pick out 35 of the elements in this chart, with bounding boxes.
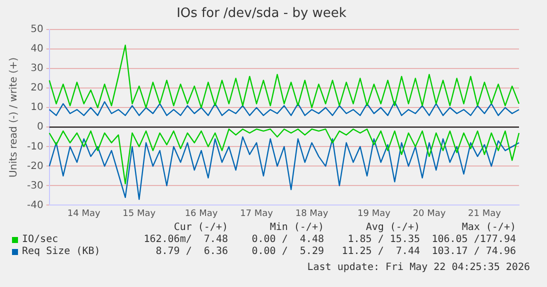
text: 103.17 / 74.96: [430, 246, 516, 258]
x-tick-label: 17 May: [240, 208, 274, 219]
text: Max (-/+): [460, 222, 516, 234]
y-tick-label: 10: [30, 102, 44, 114]
x-tick-label: 19 May: [357, 208, 392, 219]
text: Min (-/+): [268, 222, 324, 234]
text: 106.05 /177.94: [430, 234, 516, 246]
x-tick-label: 14 May: [67, 208, 101, 219]
y-tick-label: 30: [30, 63, 44, 74]
legend-label: IO/sec: [22, 234, 60, 246]
y-tick-label: 0: [36, 122, 44, 133]
y-tick-label: 40: [30, 44, 44, 55]
text: 11.25 / 7.44: [340, 246, 420, 258]
x-tick-label: 16 May: [184, 208, 218, 219]
x-tick-label: 15 May: [122, 208, 156, 219]
x-tick-label: 18 May: [295, 208, 329, 219]
x-tick-label: 21 May: [468, 208, 502, 219]
legend-label: Req Size (KB): [22, 246, 102, 258]
text: Last update: Fri May 22 04:25:35 2026: [306, 262, 530, 274]
text: 162.06m/ 7.48: [142, 234, 228, 246]
text: 0.00 / 5.29: [250, 246, 324, 258]
y-tick-label: -20: [26, 160, 44, 172]
y-axis-title: Units read (-) / write (+): [8, 57, 20, 178]
text: 0.00 / 4.48: [250, 234, 324, 246]
x-tick-label: 20 May: [412, 208, 446, 219]
text: Avg (-/+): [364, 222, 420, 234]
y-tick-label: -30: [26, 180, 44, 192]
y-tick-label: -40: [26, 200, 44, 211]
text: 1.85 / 15.35: [346, 234, 420, 246]
y-tick-label: 50: [30, 24, 44, 36]
text: Cur (-/+): [172, 222, 228, 234]
text: 8.79 / 6.36: [154, 246, 228, 258]
chart-title: IOs for /dev/sda - by week: [176, 6, 347, 22]
y-tick-label: 20: [30, 82, 44, 94]
y-tick-label: -10: [26, 141, 44, 152]
